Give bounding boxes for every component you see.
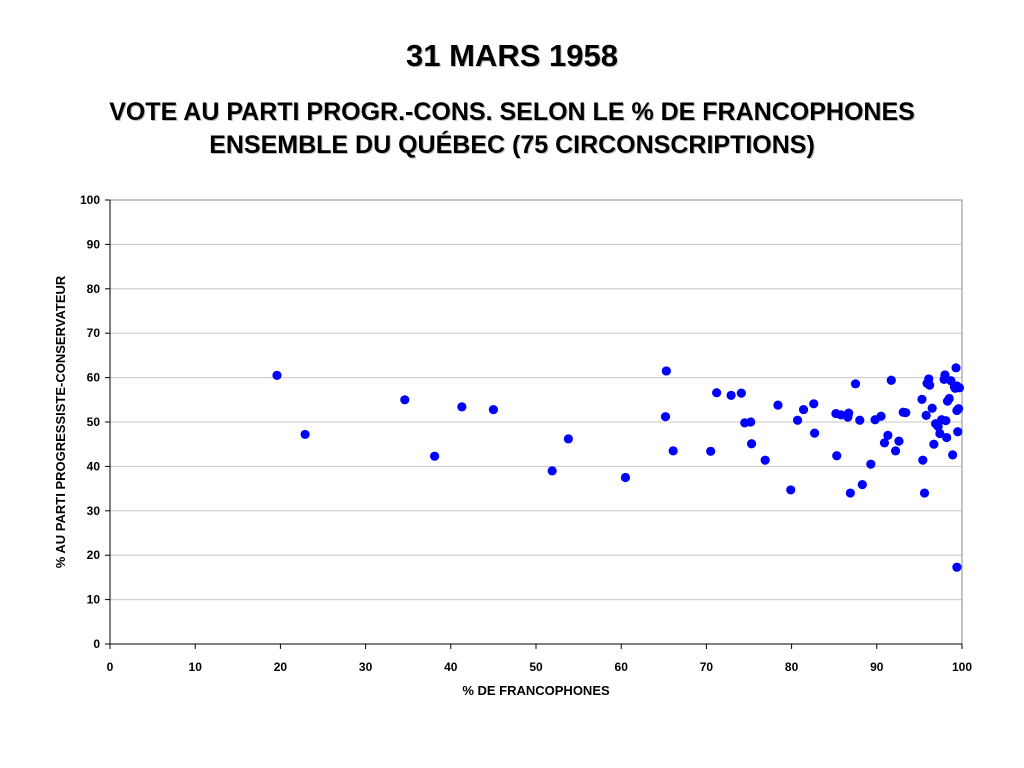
y-tick-label-80: 80	[87, 282, 101, 296]
x-tick-label-50: 50	[529, 660, 543, 674]
data-point-47	[918, 455, 928, 465]
y-tick-label-60: 60	[87, 371, 101, 385]
data-point-52	[925, 380, 935, 390]
data-point-28	[832, 451, 842, 461]
data-point-24	[798, 404, 809, 415]
y-tick-label-30: 30	[87, 504, 101, 518]
data-point-38	[876, 411, 886, 421]
data-point-2	[300, 429, 310, 440]
data-point-75	[952, 562, 962, 572]
data-point-9	[620, 472, 631, 483]
data-points	[272, 363, 965, 572]
data-point-32	[845, 488, 855, 498]
data-point-66	[948, 450, 958, 460]
data-point-23	[792, 415, 803, 425]
data-point-35	[857, 480, 867, 490]
data-point-54	[929, 439, 939, 449]
data-point-10	[661, 366, 671, 376]
data-point-64	[944, 393, 954, 404]
data-point-14	[712, 388, 722, 398]
x-tick-label-80: 80	[785, 660, 799, 674]
gridlines	[110, 243, 962, 601]
data-point-42	[890, 446, 901, 456]
data-point-25	[809, 399, 819, 409]
chart-subtitle: VOTE AU PARTI PROGR.-CONS. SELON LE % DE…	[0, 96, 1024, 162]
data-point-40	[883, 430, 893, 440]
chart-subtitle-line-1: VOTE AU PARTI PROGR.-CONS. SELON LE % DE…	[109, 98, 915, 126]
data-point-8	[563, 434, 573, 444]
data-point-15	[726, 390, 736, 400]
data-point-46	[917, 394, 927, 404]
x-tick-label-0: 0	[107, 660, 114, 674]
data-point-43	[894, 436, 904, 446]
x-tick-label-20: 20	[274, 660, 288, 674]
y-tick-label-20: 20	[87, 548, 101, 562]
data-point-49	[921, 410, 931, 420]
data-point-34	[855, 415, 865, 425]
data-point-7	[547, 466, 557, 476]
data-point-31	[844, 408, 854, 418]
data-point-16	[736, 388, 746, 398]
y-tick-label-0: 0	[93, 637, 100, 651]
data-point-12	[668, 446, 678, 456]
data-point-22	[786, 485, 796, 495]
y-axis-label: % AU PARTI PROGRESSISTE-CONSERVATEUR	[53, 275, 68, 568]
data-point-3	[400, 395, 410, 405]
x-axis-label: % DE FRANCOPHONES	[462, 683, 610, 698]
data-point-73	[953, 404, 964, 414]
data-point-61	[941, 416, 951, 426]
data-point-4	[430, 451, 440, 461]
x-tick-label-40: 40	[444, 660, 458, 674]
y-tick-label-10: 10	[87, 593, 101, 607]
data-point-72	[953, 427, 963, 437]
data-point-36	[866, 459, 876, 469]
y-axis-ticks: 0 10 20 30 40 50 60 70 80 90 100	[80, 193, 110, 651]
chart-title: 31 MARS 1958	[406, 38, 618, 73]
data-point-26	[810, 428, 820, 438]
data-point-53	[927, 403, 937, 413]
y-tick-label-70: 70	[87, 326, 101, 340]
data-point-19	[746, 439, 757, 449]
x-tick-label-90: 90	[870, 660, 884, 674]
y-tick-label-50: 50	[87, 415, 101, 429]
data-point-39	[879, 438, 890, 448]
x-axis-ticks: 0 10 20 30 40 50 60 70 80 90 100	[107, 644, 972, 674]
data-point-62	[942, 432, 952, 443]
data-point-13	[706, 446, 716, 456]
x-tick-label-30: 30	[359, 660, 373, 674]
data-point-11	[660, 412, 671, 422]
y-tick-label-90: 90	[87, 237, 101, 251]
chart-subtitle-line-2: ENSEMBLE DU QUÉBEC (75 CIRCONSCRIPTIONS)	[209, 131, 815, 159]
data-point-6	[488, 404, 498, 415]
y-tick-label-100: 100	[80, 193, 100, 207]
data-point-45	[901, 408, 911, 418]
y-tick-label-40: 40	[87, 459, 101, 473]
x-tick-label-10: 10	[189, 660, 203, 674]
data-point-5	[457, 402, 467, 412]
data-point-18	[746, 417, 756, 427]
x-tick-label-100: 100	[952, 660, 972, 674]
data-point-20	[760, 455, 770, 465]
data-point-57	[935, 428, 945, 439]
data-point-33	[850, 379, 861, 389]
data-point-21	[773, 400, 783, 410]
data-point-60	[940, 370, 950, 380]
data-point-1	[272, 370, 282, 380]
data-point-74	[954, 383, 965, 393]
data-point-48	[919, 488, 930, 498]
data-point-69	[951, 363, 961, 373]
x-tick-label-70: 70	[700, 660, 714, 674]
data-point-41	[886, 375, 896, 385]
x-tick-label-60: 60	[615, 660, 629, 674]
